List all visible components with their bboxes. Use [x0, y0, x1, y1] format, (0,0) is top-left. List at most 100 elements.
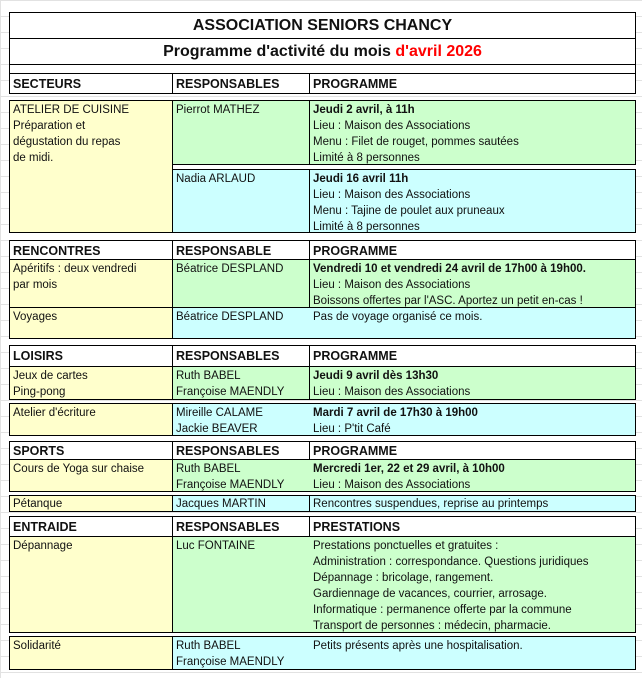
- section-title: SPORTS: [10, 442, 173, 459]
- secteur-name: Apéritifs : deux vendredi: [13, 263, 137, 275]
- responsable: Françoise MAENDLY: [176, 386, 285, 398]
- row-voyages: Voyages Béatrice DESPLAND Pas de voyage …: [9, 307, 636, 339]
- col-header-programme: PROGRAMME: [313, 444, 398, 458]
- secteur-name: Pétanque: [10, 496, 173, 511]
- responsable: Pierrot MATHEZ: [173, 101, 310, 164]
- subtitle-cell: Programme d'activité du mois d'avril 202…: [9, 38, 636, 65]
- programme: Mardi 7 avril de 17h30 à 19h00 Lieu : P't…: [310, 404, 635, 435]
- section-title: LOISIRS: [10, 346, 173, 366]
- section-title: RENCONTRES: [10, 241, 173, 259]
- programme-date: Jeudi 9 avril dès 13h30: [313, 370, 439, 382]
- prestation-line: Gardiennage de vacances, courrier, arros…: [313, 588, 547, 600]
- subtitle-text: Programme d'activité du mois: [163, 43, 396, 60]
- secteur-name: Ping-pong: [13, 386, 66, 398]
- col-header-responsables: RESPONSABLES: [173, 517, 310, 536]
- responsable: Françoise MAENDLY: [176, 479, 285, 491]
- prestation-line: Transport de personnes : médecin, pharma…: [313, 620, 552, 632]
- secteur-name: Cours de Yoga sur chaise: [10, 460, 173, 491]
- responsable: Ruth BABEL: [176, 463, 241, 475]
- programme: Jeudi 9 avril dès 13h30 Lieu : Maison des…: [310, 367, 635, 399]
- responsables: Mireille CALAME Jackie BEAVER: [173, 404, 310, 435]
- secteur-name: Solidarité: [10, 637, 173, 669]
- prestation-line: Administration : correspondance. Questio…: [313, 556, 589, 568]
- secteur-desc: dégustation du repas: [13, 136, 121, 148]
- subtitle-month: d'avril 2026: [395, 43, 482, 60]
- programme-date: Mardi 7 avril de 17h30 à 19h00: [313, 407, 478, 419]
- secteur: Apéritifs : deux vendredi par mois: [10, 260, 173, 307]
- row-aperitifs: Apéritifs : deux vendredi par mois Béatri…: [9, 259, 636, 308]
- secteur: Jeux de cartes Ping-pong: [10, 367, 173, 399]
- programme-line: Menu : Tajine de poulet aux pruneaux: [313, 205, 505, 217]
- prestations: Prestations ponctuelles et gratuites : A…: [310, 537, 635, 632]
- responsable: Françoise MAENDLY: [176, 656, 285, 668]
- prestation-line: Prestations ponctuelles et gratuites :: [313, 540, 499, 552]
- header-rencontres: RENCONTRES RESPONSABLE PROGRAMME: [9, 240, 636, 260]
- secteur-name: Jeux de cartes: [13, 370, 88, 382]
- row-depannage: Dépannage Luc FONTAINE Prestations ponct…: [9, 536, 636, 633]
- programme: Jeudi 16 avril 11h Lieu : Maison des Ass…: [310, 170, 635, 232]
- prestation: Petits présents après une hospitalisatio…: [313, 640, 523, 652]
- responsable: Ruth BABEL: [176, 370, 241, 382]
- col-header-responsables: RESPONSABLES: [173, 346, 310, 366]
- programme: Pas de voyage organisé ce mois.: [313, 311, 483, 323]
- programme-line: Lieu : Maison des Associations: [313, 120, 471, 132]
- programme-line: Lieu : Maison des Associations: [313, 189, 471, 201]
- responsable: Béatrice DESPLAND: [176, 311, 284, 323]
- programme-line: Lieu : Maison des Associations: [313, 479, 471, 491]
- prestation-line: Dépannage : bricolage, rangement.: [313, 572, 494, 584]
- responsable: Jackie BEAVER: [176, 423, 258, 435]
- programme-line: Limité à 8 personnes: [313, 221, 420, 232]
- col-header-responsables: RESPONSABLES: [173, 442, 310, 459]
- col-header-prestations: PRESTATIONS: [313, 520, 401, 534]
- section-title: ENTRAIDE: [10, 517, 173, 536]
- row-ecriture: Atelier d'écriture Mireille CALAME Jackie…: [9, 403, 636, 436]
- programme: Mercredi 1er, 22 et 29 avril, à 10h00 Lie…: [310, 460, 635, 491]
- programme-line: Lieu : Maison des Associations: [313, 279, 471, 291]
- header-loisirs: LOISIRS RESPONSABLES PROGRAMME: [9, 345, 636, 367]
- responsables: Ruth BABEL Françoise MAENDLY: [173, 460, 310, 491]
- secteur-desc: de midi.: [13, 152, 54, 164]
- col-header-responsables: RESPONSABLES: [173, 74, 310, 93]
- programme-date: Mercredi 1er, 22 et 29 avril, à 10h00: [313, 463, 505, 475]
- programme-line: Lieu : P'tit Café: [313, 423, 391, 435]
- responsables: Ruth BABEL Françoise MAENDLY: [173, 367, 310, 399]
- programme-line: Menu : Filet de rouget, pommes sautées: [313, 136, 519, 148]
- programme-line: Limité à 8 personnes: [313, 152, 420, 164]
- programme: Vendredi 10 et vendredi 24 avril de 17h0…: [310, 260, 635, 307]
- responsables: Ruth BABEL Françoise MAENDLY: [173, 637, 310, 669]
- row-petanque: Pétanque Jacques MARTIN Rencontres suspe…: [9, 495, 636, 512]
- row-jeux: Jeux de cartes Ping-pong Ruth BABEL Franço…: [9, 366, 636, 400]
- programme-line: Boissons offertes par l'ASC. Aportez un …: [313, 295, 583, 307]
- programme-date: Jeudi 16 avril 11h: [313, 173, 409, 185]
- secteur-name: par mois: [13, 279, 58, 291]
- responsable: Jacques MARTIN: [173, 496, 310, 511]
- responsable: Ruth BABEL: [176, 640, 241, 652]
- secteur-name: ATELIER DE CUISINE: [13, 104, 130, 116]
- secteur-name: Voyages: [10, 308, 173, 338]
- prestation-line: Informatique : permanence offerte par la…: [313, 604, 572, 616]
- programme: Rencontres suspendues, reprise au printe…: [313, 498, 549, 510]
- responsable: Mireille CALAME: [176, 407, 263, 419]
- programme-date: Vendredi 10 et vendredi 24 avril de 17h0…: [313, 263, 586, 275]
- row-solidarite: Solidarité Ruth BABEL Françoise MAENDLY P…: [9, 636, 636, 670]
- row-yoga: Cours de Yoga sur chaise Ruth BABEL Franç…: [9, 459, 636, 492]
- secteur-desc: Préparation et: [13, 120, 86, 132]
- programme: Jeudi 2 avril, à 11h Lieu : Maison des A…: [310, 101, 635, 164]
- page-title: ASSOCIATION SENIORS CHANCY: [192, 17, 453, 34]
- page-subtitle: Programme d'activité du mois d'avril 202…: [10, 39, 635, 65]
- header-sports: SPORTS RESPONSABLES PROGRAMME: [9, 441, 636, 460]
- header-entraide: ENTRAIDE RESPONSABLES PRESTATIONS: [9, 516, 636, 537]
- col-header-programme: PROGRAMME: [313, 77, 398, 91]
- col-header-programme: PROGRAMME: [313, 349, 398, 363]
- row-cuisine-2: Nadia ARLAUD Jeudi 16 avril 11h Lieu : M…: [172, 169, 636, 233]
- header-secteurs: SECTEURS RESPONSABLES PROGRAMME: [9, 73, 636, 94]
- title-cell: ASSOCIATION SENIORS CHANCY: [9, 12, 636, 39]
- programme-date: Jeudi 2 avril, à 11h: [313, 104, 415, 116]
- responsable: Nadia ARLAUD: [173, 170, 310, 232]
- secteur-name: Atelier d'écriture: [10, 404, 173, 435]
- row-cuisine-1: Pierrot MATHEZ Jeudi 2 avril, à 11h Lieu…: [172, 100, 636, 165]
- col-header-secteurs: SECTEURS: [10, 74, 173, 93]
- col-header-programme: PROGRAMME: [313, 244, 398, 258]
- programme-line: Lieu : Maison des Associations: [313, 386, 471, 398]
- secteur-name: Dépannage: [10, 537, 173, 632]
